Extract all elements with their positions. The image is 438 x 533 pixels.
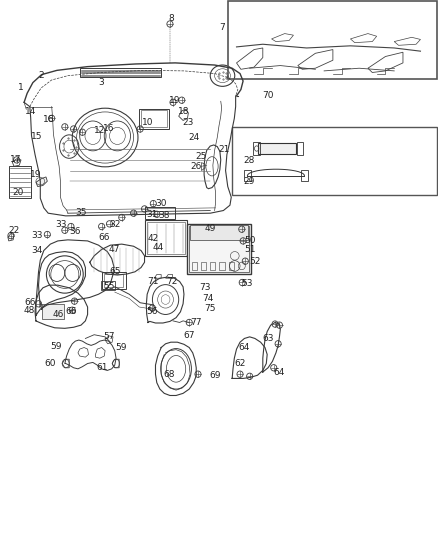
Text: 44: 44	[153, 244, 164, 252]
Text: 60: 60	[45, 359, 56, 368]
Text: 70: 70	[262, 92, 274, 100]
Bar	[229, 262, 234, 270]
Bar	[147, 222, 185, 254]
Text: 66: 66	[99, 233, 110, 241]
Text: 46: 46	[52, 310, 64, 319]
Bar	[210, 262, 215, 270]
Bar	[187, 224, 251, 274]
Text: 75: 75	[205, 304, 216, 312]
Text: 32: 32	[109, 221, 120, 229]
Text: 51: 51	[244, 245, 256, 254]
Text: 59: 59	[51, 342, 62, 351]
Text: 28: 28	[244, 157, 255, 165]
Bar	[141, 110, 167, 127]
Bar	[104, 274, 123, 287]
Text: 72: 72	[166, 277, 178, 286]
Text: 65: 65	[109, 268, 120, 276]
Text: 74: 74	[202, 294, 214, 303]
Bar	[9, 166, 31, 198]
Bar	[145, 207, 175, 219]
Bar	[189, 226, 249, 272]
Text: 3: 3	[98, 78, 104, 87]
Bar	[80, 68, 161, 77]
Bar	[253, 142, 260, 155]
Text: 53: 53	[242, 279, 253, 288]
Bar	[139, 109, 169, 129]
Text: 2: 2	[38, 71, 44, 80]
Text: 61: 61	[97, 364, 108, 372]
Text: 57: 57	[103, 333, 114, 341]
Text: 52: 52	[250, 257, 261, 265]
Bar	[219, 262, 225, 270]
Text: 21: 21	[218, 145, 230, 154]
Bar	[102, 272, 126, 289]
Text: 19: 19	[169, 96, 180, 104]
Text: 29: 29	[244, 177, 255, 185]
Text: 16: 16	[43, 116, 54, 124]
Text: 36: 36	[70, 228, 81, 236]
Text: 25: 25	[196, 152, 207, 161]
Bar	[201, 262, 206, 270]
Polygon shape	[36, 177, 47, 187]
Text: 68: 68	[163, 370, 175, 378]
Text: 26: 26	[191, 162, 202, 171]
Text: 31: 31	[146, 210, 157, 219]
Bar	[192, 262, 197, 270]
Text: 19: 19	[30, 171, 41, 179]
Bar	[228, 1, 437, 79]
Text: 23: 23	[183, 118, 194, 127]
Text: 7: 7	[219, 23, 225, 32]
Text: 42: 42	[148, 235, 159, 243]
Text: 56: 56	[147, 308, 158, 316]
Bar	[244, 170, 251, 181]
Bar	[101, 281, 115, 290]
Text: 59: 59	[115, 343, 127, 352]
Text: 71: 71	[147, 277, 159, 286]
Text: 8: 8	[168, 14, 174, 23]
Text: 10: 10	[142, 118, 154, 127]
Text: 38: 38	[158, 212, 170, 220]
Bar	[145, 220, 187, 256]
Text: 18: 18	[178, 108, 190, 116]
Bar	[42, 304, 64, 319]
Text: 49: 49	[205, 224, 216, 232]
Text: 30: 30	[155, 199, 167, 208]
Text: 15: 15	[32, 132, 43, 141]
Text: 62: 62	[234, 359, 246, 368]
Text: 77: 77	[191, 318, 202, 327]
Text: 22: 22	[8, 226, 19, 235]
Text: 64: 64	[274, 368, 285, 376]
Bar	[297, 142, 303, 155]
Text: 50: 50	[244, 237, 256, 245]
Text: 47: 47	[108, 245, 120, 254]
Bar	[232, 127, 437, 195]
Text: 20: 20	[12, 189, 24, 197]
Text: 1: 1	[18, 84, 24, 92]
Text: 48: 48	[24, 306, 35, 314]
Text: 12: 12	[94, 126, 105, 135]
Bar	[301, 170, 308, 181]
Text: 63: 63	[262, 334, 274, 343]
Bar	[258, 143, 296, 154]
Text: 66: 66	[65, 308, 77, 316]
Text: 64: 64	[238, 343, 250, 352]
Bar	[190, 225, 248, 240]
Text: 66: 66	[25, 298, 36, 307]
Text: 55: 55	[103, 282, 114, 291]
Text: 17: 17	[10, 156, 21, 164]
Text: 33: 33	[32, 231, 43, 240]
Text: 33: 33	[55, 221, 67, 229]
Text: 24: 24	[188, 133, 199, 142]
Text: 34: 34	[32, 246, 43, 255]
Text: 67: 67	[184, 332, 195, 340]
Text: 16: 16	[103, 125, 114, 133]
Text: 69: 69	[210, 372, 221, 380]
Text: 35: 35	[76, 208, 87, 216]
Text: 73: 73	[199, 284, 211, 292]
Text: 14: 14	[25, 108, 36, 116]
